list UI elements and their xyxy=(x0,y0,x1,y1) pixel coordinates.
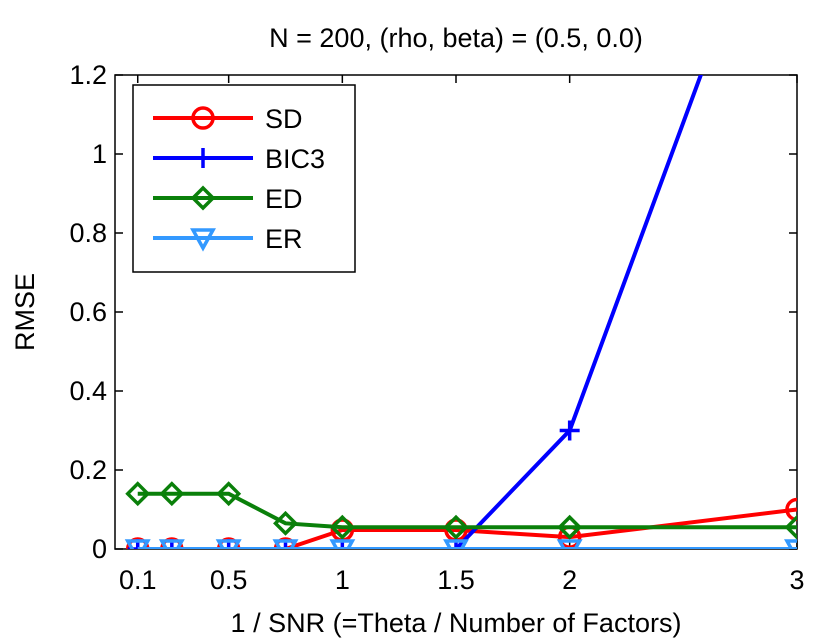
series-line xyxy=(137,507,797,549)
legend-marker xyxy=(190,228,216,252)
chart-title: N = 200, (rho, beta) = (0.5, 0.0) xyxy=(269,23,643,53)
data-point xyxy=(557,514,583,540)
data-point xyxy=(272,539,299,549)
data-point xyxy=(329,514,355,540)
y-tick-label: 0 xyxy=(92,534,107,564)
data-point xyxy=(215,539,242,549)
x-tick-label: 2 xyxy=(562,565,577,595)
plot-area xyxy=(124,75,797,549)
y-axis-label: RMSE xyxy=(10,273,40,351)
series-line xyxy=(137,75,703,549)
legend-label: ER xyxy=(265,224,303,254)
x-tick-label: 1.5 xyxy=(437,565,475,595)
data-point xyxy=(216,481,242,507)
data-point xyxy=(785,497,797,522)
data-point xyxy=(158,539,185,549)
legend-marker xyxy=(190,185,216,211)
data-point xyxy=(443,539,469,549)
legend-box xyxy=(132,84,356,273)
data-point xyxy=(159,481,185,507)
x-tick-label: 0.5 xyxy=(210,565,248,595)
legend-marker xyxy=(191,106,215,130)
data-point xyxy=(125,481,151,507)
data-point xyxy=(559,420,580,441)
y-tick-label: 1 xyxy=(92,139,107,169)
legend-label: SD xyxy=(265,104,303,134)
y-tick-label: 1.2 xyxy=(69,60,107,90)
x-tick-label: 0.1 xyxy=(119,565,157,595)
x-tick-label: 1 xyxy=(335,565,350,595)
legend-label: BIC3 xyxy=(265,144,325,174)
y-tick-label: 0.8 xyxy=(69,218,107,248)
data-point xyxy=(784,514,797,540)
data-point xyxy=(443,514,469,540)
data-point xyxy=(273,510,298,536)
y-tick-label: 0.6 xyxy=(69,297,107,327)
data-point xyxy=(556,539,583,549)
x-axis-label: 1 / SNR (=Theta / Number of Factors) xyxy=(231,608,682,638)
legend-marker xyxy=(193,148,213,168)
legend-label: ED xyxy=(265,184,303,214)
y-tick-label: 0.2 xyxy=(69,455,107,485)
data-point xyxy=(329,539,356,549)
data-point xyxy=(124,539,151,549)
x-tick-label: 3 xyxy=(789,565,804,595)
y-tick-label: 0.4 xyxy=(69,376,107,406)
